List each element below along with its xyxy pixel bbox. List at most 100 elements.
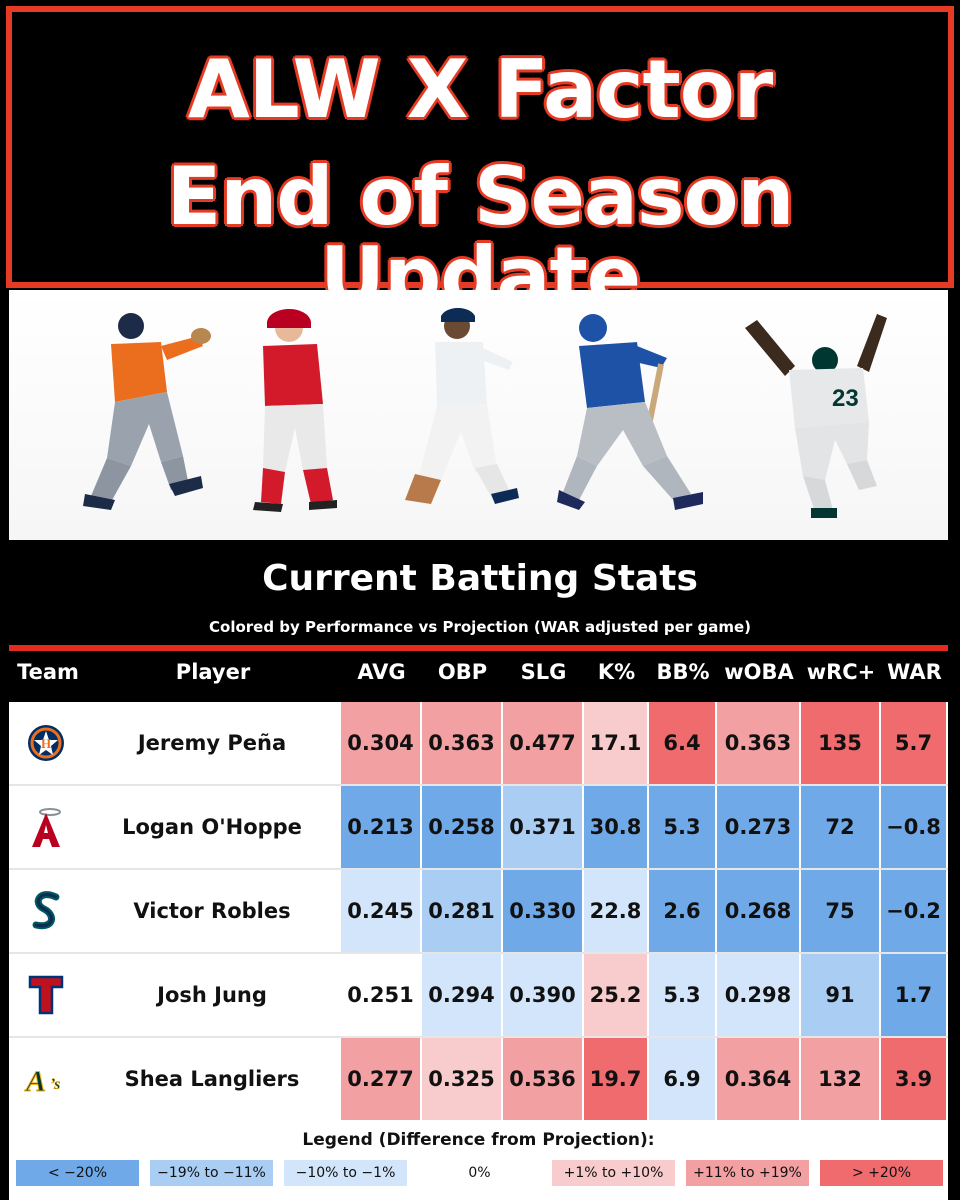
row-divider — [9, 868, 948, 870]
astros-logo-icon: H — [22, 719, 70, 767]
player-name: Shea Langliers — [85, 1038, 341, 1120]
stat-wrc-plus: 135 — [801, 702, 881, 784]
stat-woba: 0.268 — [717, 870, 801, 952]
svg-text:H: H — [41, 736, 51, 751]
player-image-rangers — [557, 314, 703, 510]
section-title: Current Batting Stats — [262, 558, 698, 599]
stat-woba: 0.364 — [717, 1038, 801, 1120]
team-cell — [9, 954, 85, 1036]
stat-obp: 0.294 — [422, 954, 503, 1036]
legend-item: +1% to +10% — [552, 1160, 675, 1186]
col-header-bb-pct: BB% — [656, 660, 710, 684]
col-header-player: Player — [175, 660, 251, 684]
player-name: Josh Jung — [85, 954, 341, 1036]
mariners-logo-icon — [22, 887, 70, 935]
stat-bb-pct: 2.6 — [649, 870, 717, 952]
svg-text:’s: ’s — [50, 1076, 60, 1093]
stats-table: H Jeremy Peña 0.304 0.363 0.477 17.1 6.4 0.363 1… — [9, 702, 948, 1124]
title-line-2: End of Season Update — [166, 150, 795, 323]
stat-avg: 0.277 — [341, 1038, 422, 1120]
col-header-team: Team — [17, 660, 79, 684]
stat-slg: 0.371 — [503, 786, 584, 868]
title-line-1: ALW X Factor — [187, 43, 773, 136]
player-name: Jeremy Peña — [85, 702, 341, 784]
col-header-war: WAR — [887, 660, 942, 684]
stat-k-pct: 25.2 — [584, 954, 649, 1036]
player-image-athletics: 23 — [745, 314, 887, 518]
stat-bb-pct: 5.3 — [649, 786, 717, 868]
divider — [9, 645, 948, 651]
table-row: Logan O'Hoppe 0.213 0.258 0.371 30.8 5.3 0.273… — [9, 786, 948, 870]
row-divider — [9, 952, 948, 954]
stat-k-pct: 30.8 — [584, 786, 649, 868]
team-cell: H — [9, 702, 85, 784]
player-image-astros — [83, 313, 211, 510]
section-subtitle: Colored by Performance vs Projection (WA… — [209, 618, 751, 636]
stat-obp: 0.281 — [422, 870, 503, 952]
stat-slg: 0.390 — [503, 954, 584, 1036]
stat-obp: 0.258 — [422, 786, 503, 868]
col-header-wrc-plus: wRC+ — [806, 660, 876, 684]
stat-avg: 0.245 — [341, 870, 422, 952]
player-name: Logan O'Hoppe — [85, 786, 341, 868]
legend: Legend (Difference from Projection): < −… — [9, 1124, 948, 1200]
table-row: H Jeremy Peña 0.304 0.363 0.477 17.1 6.4 0.363 1… — [9, 702, 948, 786]
stat-war: 3.9 — [881, 1038, 948, 1120]
row-divider — [9, 784, 948, 786]
stat-woba: 0.363 — [717, 702, 801, 784]
stat-k-pct: 17.1 — [584, 702, 649, 784]
legend-item: > +20% — [820, 1160, 943, 1186]
col-header-obp: OBP — [437, 660, 488, 684]
stat-obp: 0.325 — [422, 1038, 503, 1120]
stat-slg: 0.330 — [503, 870, 584, 952]
player-image-angels — [253, 308, 337, 512]
team-cell — [9, 786, 85, 868]
stat-bb-pct: 5.3 — [649, 954, 717, 1036]
stat-woba: 0.273 — [717, 786, 801, 868]
team-cell — [9, 870, 85, 952]
stat-slg: 0.477 — [503, 702, 584, 784]
athletics-logo-icon: A’s — [22, 1055, 70, 1103]
legend-item: < −20% — [16, 1160, 139, 1186]
table-row: A’s Shea Langliers 0.277 0.325 0.536 19.7 6.9 0… — [9, 1038, 948, 1122]
col-header-avg: AVG — [357, 660, 406, 684]
stat-k-pct: 22.8 — [584, 870, 649, 952]
stat-obp: 0.363 — [422, 702, 503, 784]
col-header-slg: SLG — [520, 660, 567, 684]
team-cell: A’s — [9, 1038, 85, 1120]
player-image-mariners — [405, 308, 519, 504]
player-photo-strip: 23 — [9, 290, 948, 540]
table-row: Victor Robles 0.245 0.281 0.330 22.8 2.6 0.268… — [9, 870, 948, 954]
legend-item: −19% to −11% — [150, 1160, 273, 1186]
col-header-woba: wOBA — [724, 660, 794, 684]
stat-wrc-plus: 75 — [801, 870, 881, 952]
stat-bb-pct: 6.9 — [649, 1038, 717, 1120]
legend-item: −10% to −1% — [284, 1160, 407, 1186]
player-name: Victor Robles — [85, 870, 341, 952]
stat-wrc-plus: 91 — [801, 954, 881, 1036]
stat-slg: 0.536 — [503, 1038, 584, 1120]
stat-wrc-plus: 72 — [801, 786, 881, 868]
legend-item: +11% to +19% — [686, 1160, 809, 1186]
legend-title: Legend (Difference from Projection): — [302, 1130, 655, 1150]
svg-text:A: A — [24, 1065, 46, 1098]
stat-avg: 0.304 — [341, 702, 422, 784]
angels-logo-icon — [22, 803, 70, 851]
stat-wrc-plus: 132 — [801, 1038, 881, 1120]
stat-avg: 0.213 — [341, 786, 422, 868]
svg-text:23: 23 — [832, 385, 859, 412]
col-header-k-pct: K% — [597, 660, 636, 684]
stat-woba: 0.298 — [717, 954, 801, 1036]
stat-war: −0.2 — [881, 870, 948, 952]
row-divider — [9, 1036, 948, 1038]
stat-k-pct: 19.7 — [584, 1038, 649, 1120]
stat-bb-pct: 6.4 — [649, 702, 717, 784]
title-banner: ALW X Factor End of Season Update — [6, 6, 954, 317]
stat-war: 1.7 — [881, 954, 948, 1036]
stat-war: 5.7 — [881, 702, 948, 784]
stat-war: −0.8 — [881, 786, 948, 868]
table-row: Josh Jung 0.251 0.294 0.390 25.2 5.3 0.298 91 1.… — [9, 954, 948, 1038]
legend-item: 0% — [418, 1160, 541, 1186]
rangers-logo-icon — [22, 971, 70, 1019]
stat-avg: 0.251 — [341, 954, 422, 1036]
